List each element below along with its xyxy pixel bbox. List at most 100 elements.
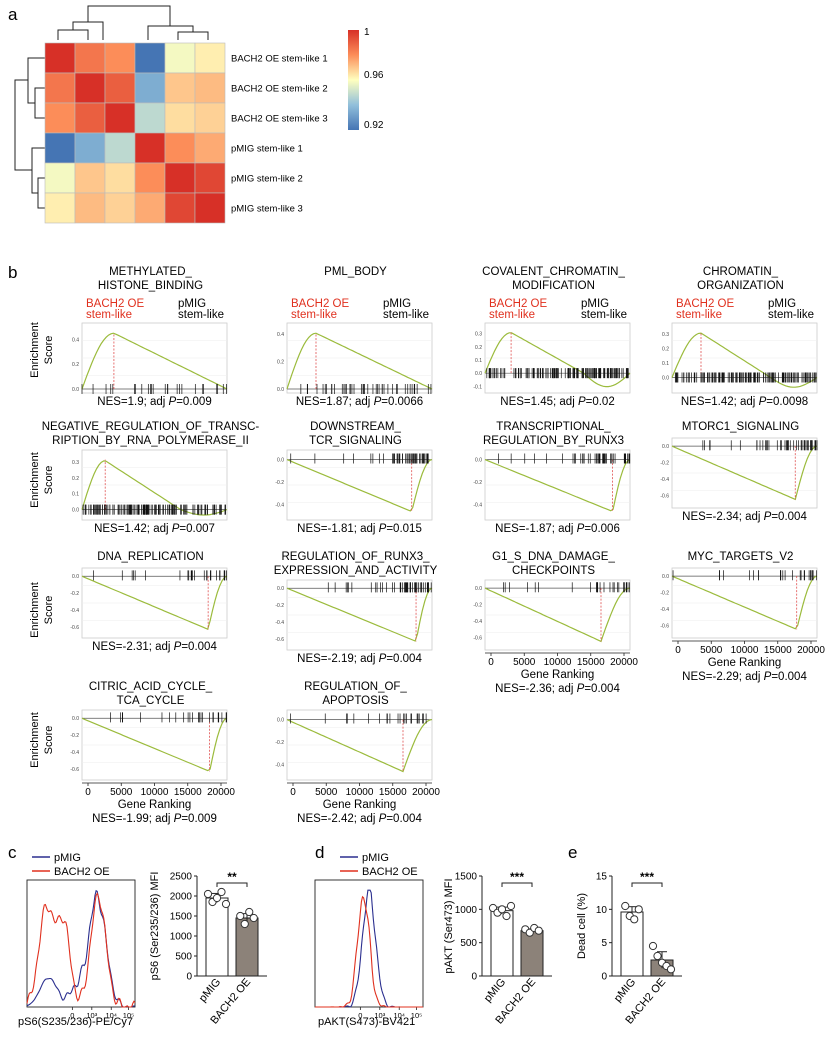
gsea-plot: REGULATION_OF_ APOPTOSIS 0.0 -0.2 -0.4 0 5000 1… xyxy=(275,681,440,825)
pmig-histogram xyxy=(315,889,423,1008)
enrichment-curve xyxy=(81,332,228,390)
heatmap-cell xyxy=(74,132,106,164)
nes-value: NES=-2.34; adj xyxy=(682,511,764,523)
nes-label: NES=-2.34; adj P=0.004 xyxy=(682,511,807,523)
p-value: =0.004 xyxy=(771,511,807,523)
heatmap-cell xyxy=(74,192,106,224)
heatmap-cell xyxy=(194,162,226,194)
nes-value: NES=1.42; adj xyxy=(94,523,172,535)
x-tick-label: 15000 xyxy=(174,787,202,798)
y-tick-label: -0.6 xyxy=(660,494,669,500)
p-symbol: P xyxy=(174,641,182,653)
y-tick-label: 0.4 xyxy=(277,332,284,338)
p-symbol: P xyxy=(759,396,767,408)
p-symbol: P xyxy=(379,523,387,535)
gsea-title-line2: RIPTION_BY_RNA_POLYMERASE_II xyxy=(52,435,249,447)
enrichment-curve xyxy=(286,332,433,390)
y-tick-label: -0.2 xyxy=(660,591,669,597)
heatmap xyxy=(44,42,226,224)
data-point xyxy=(634,905,643,914)
nes-value: NES=1.9; adj xyxy=(97,396,168,408)
y-tick-label: 500 xyxy=(175,952,192,963)
panel-c-legend: pMIG BACH2 OE xyxy=(32,852,110,878)
y-tick-label: 0.0 xyxy=(662,444,669,450)
enrichment-curve xyxy=(671,332,818,388)
nes-value: NES=-1.87; adj xyxy=(495,523,577,535)
significance-bracket xyxy=(501,882,533,887)
x-tick-label: 0 xyxy=(85,787,91,798)
y-tick-label: 0.2 xyxy=(475,345,482,351)
p-symbol: P xyxy=(174,813,182,825)
data-point xyxy=(621,901,630,911)
group-right-label: stem-like xyxy=(768,309,814,321)
y-tick-label: 0.0 xyxy=(475,458,482,464)
scale-min-label: 0.92 xyxy=(364,120,384,131)
x-tick-label: 20000 xyxy=(412,787,440,798)
gsea-plot: MYC_TARGETS_V2 0.0 -0.2 -0.4 -0.6 0 5000 10000 1… xyxy=(660,551,825,683)
y-tick-label: 0.3 xyxy=(475,332,482,338)
nes-value: NES=-1.81; adj xyxy=(297,523,379,535)
gsea-title-line1: TRANSCRIPTIONAL_ xyxy=(496,421,611,433)
y-tick-label: 0.0 xyxy=(475,586,482,592)
data-point xyxy=(240,919,249,929)
heatmap-cell xyxy=(134,132,166,164)
gsea-title-line1: PML_BODY xyxy=(324,266,387,278)
y-tick-label: -0.4 xyxy=(70,750,79,756)
nes-label: NES=-1.81; adj P=0.015 xyxy=(297,523,422,535)
y-tick-label: 0.1 xyxy=(72,492,79,498)
gsea-title-line1: REGULATION_OF_RUNX3_ xyxy=(281,551,430,563)
hist-x-tick-label: 10³ xyxy=(86,1011,97,1020)
panel-c-histogram: 0 10³ 10⁴ 10⁵ xyxy=(26,879,136,1020)
x-tick-label: 5000 xyxy=(700,645,723,656)
y-axis-title-line2: Score xyxy=(43,726,55,755)
gsea-title-line2: CHECKPOINTS xyxy=(512,565,595,577)
gsea-title-line1: G1_S_DNA_DAMAGE_ xyxy=(492,551,615,563)
heatmap-cell xyxy=(134,192,166,224)
y-tick-label: 0.0 xyxy=(277,586,284,592)
heatmap-cell xyxy=(74,72,106,104)
enrichment-curve xyxy=(484,587,631,643)
enrichment-curve xyxy=(286,719,433,773)
y-tick-label: -0.2 xyxy=(275,480,284,486)
heatmap-cell xyxy=(74,102,106,134)
nes-label: NES=-2.19; adj P=0.004 xyxy=(297,653,422,665)
group-right-label: stem-like xyxy=(178,309,224,321)
group-left-label: BACH2 OE xyxy=(489,298,547,310)
enrichment-curve xyxy=(671,445,818,501)
heatmap-row-label: pMIG stem-like 1 xyxy=(231,144,303,155)
group-left-label: BACH2 OE xyxy=(676,298,734,310)
gsea-title-line2: HISTONE_BINDING xyxy=(98,280,203,292)
y-tick-label: -0.1 xyxy=(473,384,482,390)
enrichment-curve xyxy=(484,459,631,512)
nes-label: NES=-2.36; adj P=0.004 xyxy=(495,683,620,695)
heatmap-cell xyxy=(164,102,196,134)
group-left-label: stem-like xyxy=(291,309,337,321)
enrichment-curve xyxy=(484,332,631,388)
p-symbol: P xyxy=(379,653,387,665)
row-dendrogram xyxy=(14,57,45,209)
group-left-label: BACH2 OE xyxy=(291,298,349,310)
y-tick-label: 0.0 xyxy=(475,371,482,377)
panel-c-hist-xlabel: pS6(S235/236)-PE/Cy7 xyxy=(18,1016,133,1028)
gsea-plot: DOWNSTREAM_ TCR_SIGNALING 0.0 -0.2 -0.4 NES=-… xyxy=(275,421,433,535)
hist-frame xyxy=(26,879,136,1008)
y-axis-title-line1: Enrichment xyxy=(29,452,41,508)
enrichment-curve xyxy=(286,459,433,512)
nes-label: NES=1.45; adj P=0.02 xyxy=(500,396,614,408)
enrichment-curve xyxy=(81,460,228,516)
heatmap-cell xyxy=(194,132,226,164)
nes-label: NES=-2.42; adj P=0.004 xyxy=(297,813,422,825)
hist-x-tick-label: 10⁵ xyxy=(411,1011,422,1020)
y-tick-label: -0.6 xyxy=(70,625,79,631)
pmig-histogram xyxy=(26,889,136,1008)
heatmap-cell xyxy=(194,72,226,104)
panel-label-a: a xyxy=(8,5,18,24)
gsea-plot: REGULATION_OF_RUNX3_ EXPRESSION_AND_ACTIV… xyxy=(274,551,438,665)
significance-label: ** xyxy=(227,870,237,884)
heatmap-cell xyxy=(104,162,136,194)
y-axis-title-line2: Score xyxy=(43,466,55,495)
data-point xyxy=(217,887,226,897)
y-tick-label: 2000 xyxy=(170,892,193,903)
y-tick-label: -0.6 xyxy=(70,767,79,773)
